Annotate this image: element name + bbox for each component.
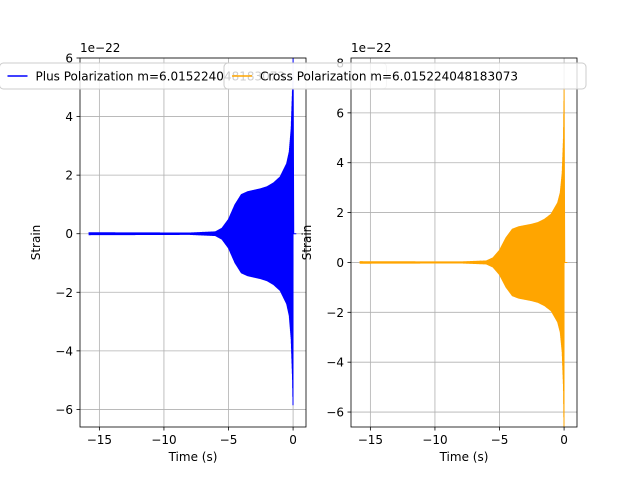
chart-1-legend-label: Cross Polarization m=6.015224048183073 [260,70,518,84]
chart-1-offset-text: 1e−22 [351,41,391,55]
chart-0-axes-frame [79,57,307,428]
chart-0-legend-label: Plus Polarization m=6.015224048183073 [36,70,286,84]
chart-1-y-tick-label: 2 [336,206,344,220]
chart-0-y-tick-label: 2 [65,169,73,183]
chart-1-y-tick-label: −6 [326,406,344,420]
chart-1-x-tick-label: −15 [358,433,383,447]
chart-0-x-tick-label: −15 [87,433,112,447]
chart-0-y-tick-label: 6 [65,52,73,66]
chart-1-x-tick-label: 0 [560,433,568,447]
chart-1-y-tick-label: 6 [336,106,344,120]
chart-0-y-tick-label: −6 [55,403,73,417]
chart-0-x-tick-label: −10 [151,433,176,447]
chart-0-y-axis-label: Strain [29,225,43,261]
chart-1-legend-box [223,62,587,90]
chart-0-y-tick-label: −2 [55,286,73,300]
chart-1-legend: Cross Polarization m=6.015224048183073 [223,62,587,90]
chart-0-x-axis-label: Time (s) [168,450,218,464]
chart-1-x-tick-label: −5 [491,433,509,447]
chart-1-y-tick-label: 4 [336,156,344,170]
plus-polarization-panel: −15 −10 −5 0 −6 −4 −2 0 2 4 6 1e−22 Time (s) Strain Pl… [0,41,387,464]
chart-1-y-axis-label: Strain [300,225,314,261]
chart-0-y-tick-label: 0 [65,227,73,241]
chart-1-x-tick-label: −10 [422,433,447,447]
chart-1-y-tick-label: −2 [326,306,344,320]
chart-1-series-line [359,87,568,427]
chart-0-x-tick-label: 0 [289,433,297,447]
chart-0-x-tick-label: −5 [220,433,238,447]
chart-1-axes-frame [350,57,578,428]
chart-0-series-line [88,58,297,406]
chart-1-y-tick-label: −4 [326,356,344,370]
chart-0-y-tick-label: −4 [55,344,73,358]
chart-0-offset-text: 1e−22 [80,41,120,55]
chart-1-x-axis-label: Time (s) [439,450,489,464]
chart-0-y-tick-label: 4 [65,110,73,124]
chart-1-y-tick-label: 0 [336,256,344,270]
